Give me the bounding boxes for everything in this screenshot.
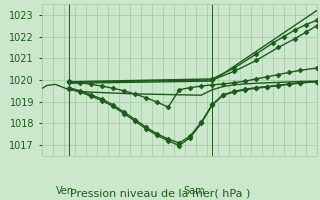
Text: Ven: Ven [56, 186, 74, 196]
Text: Sam: Sam [183, 186, 204, 196]
Text: Pression niveau de la mer( hPa ): Pression niveau de la mer( hPa ) [70, 188, 250, 198]
